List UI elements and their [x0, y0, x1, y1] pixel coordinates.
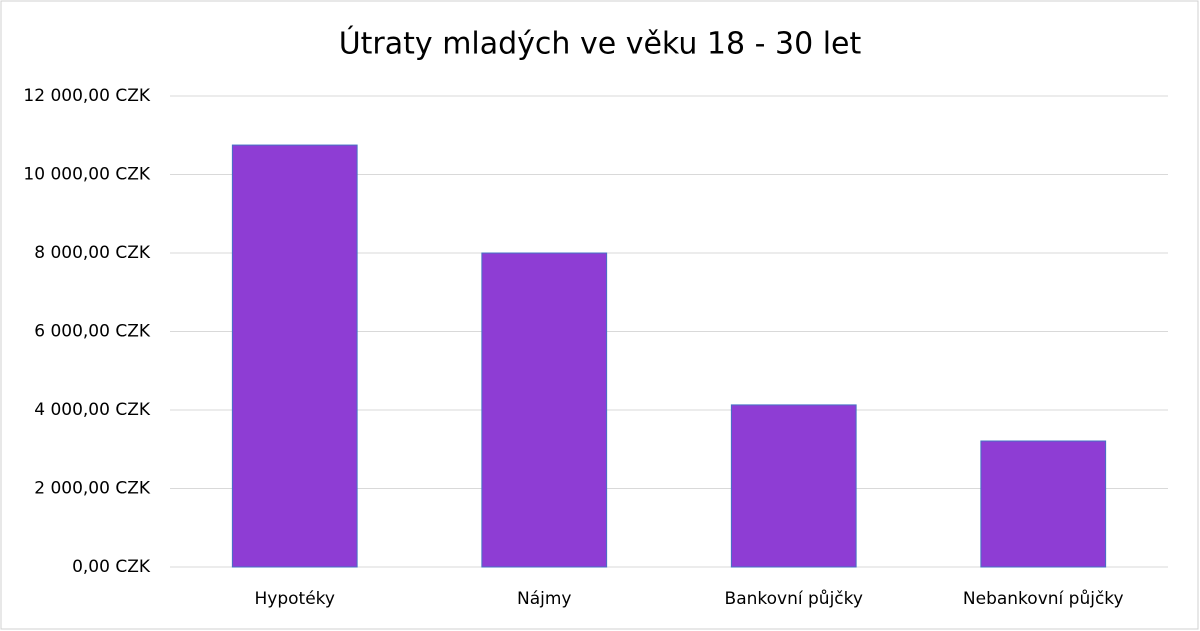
y-tick-label: 12 000,00 CZK: [23, 86, 150, 106]
bar: [980, 440, 1107, 568]
y-tick-label: 8 000,00 CZK: [34, 243, 151, 263]
x-tick-label: Nájmy: [517, 589, 571, 609]
bar: [481, 252, 608, 568]
x-tick-label: Bankovní půjčky: [725, 589, 863, 609]
y-tick-label: 10 000,00 CZK: [23, 165, 150, 185]
bar: [231, 144, 358, 568]
y-tick-label: 6 000,00 CZK: [34, 322, 151, 342]
x-tick-label: Nebankovní půjčky: [963, 589, 1124, 609]
y-tick-label: 0,00 CZK: [72, 557, 151, 577]
y-tick-label: 2 000,00 CZK: [34, 479, 151, 499]
x-tick-label: Hypotéky: [255, 589, 335, 609]
chart-title: Útraty mladých ve věku 18 - 30 let: [339, 25, 862, 62]
y-tick-label: 4 000,00 CZK: [34, 400, 151, 420]
bar: [730, 404, 857, 568]
